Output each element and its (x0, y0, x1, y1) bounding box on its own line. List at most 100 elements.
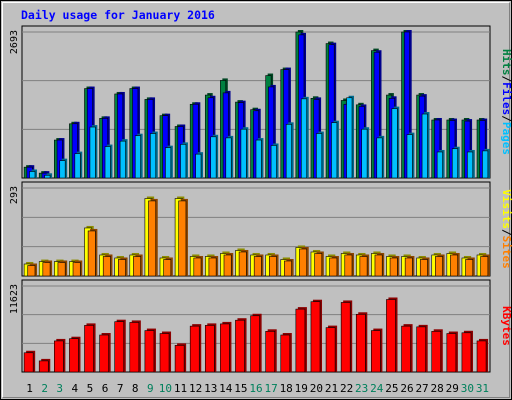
bar-sites-day-11 (178, 198, 188, 277)
legend-entry: / (500, 115, 512, 122)
panel-kbytes-max-label: 11623 (9, 284, 20, 314)
bar-pages-day-28-face (436, 151, 443, 179)
bar-sites-day-15 (238, 249, 249, 277)
bar-sites-day-16-face (253, 256, 262, 277)
bar-kbytes-day-17 (265, 329, 277, 373)
bar-kbytes-day-28 (431, 329, 443, 373)
panel-visits-sites-max-label: 293 (9, 186, 20, 204)
bar-sites-day-21-face (329, 257, 338, 277)
day-label-22: 22 (340, 382, 353, 395)
bar-pages-day-2-face (44, 174, 51, 179)
bar-pages-day-14 (225, 135, 234, 179)
bar-kbytes-day-7-face (114, 321, 125, 373)
bar-sites-day-4-face (72, 262, 81, 277)
day-label-24: 24 (370, 382, 384, 395)
bar-kbytes-day-9 (144, 328, 156, 373)
bar-kbytes-day-31 (476, 338, 489, 373)
day-label-1: 1 (26, 382, 33, 395)
bar-pages-day-28 (436, 149, 445, 179)
day-label-7: 7 (117, 382, 124, 395)
bar-sites-day-7-face (118, 259, 126, 277)
bar-sites-day-20-face (314, 253, 323, 277)
bar-sites-day-26 (404, 255, 415, 277)
bar-kbytes-day-9-face (144, 330, 155, 373)
bar-kbytes-day-25-face (386, 299, 396, 373)
bar-pages-day-12 (195, 152, 204, 179)
bar-pages-day-13-face (210, 136, 217, 179)
bar-kbytes-day-3-face (54, 340, 64, 373)
day-label-10: 10 (159, 382, 172, 395)
bar-kbytes-day-20 (310, 299, 323, 373)
day-label-4: 4 (72, 382, 79, 395)
bar-kbytes-day-26-face (401, 325, 411, 373)
bar-kbytes-day-24-face (371, 330, 381, 373)
bar-kbytes-day-30 (461, 330, 473, 373)
bar-kbytes-day-7 (114, 319, 126, 373)
legend-entry: Pages (500, 122, 512, 155)
bar-sites-day-31 (480, 254, 490, 277)
bar-kbytes-day-23 (355, 312, 368, 373)
bar-sites-day-25-face (389, 257, 398, 277)
bar-sites-day-15-face (238, 251, 247, 277)
bar-sites-day-5 (87, 228, 98, 277)
bar-kbytes-day-4-face (69, 338, 79, 373)
bar-kbytes-day-1-face (23, 352, 34, 373)
bar-pages-day-19 (300, 96, 309, 179)
panel-hits-files-pages-max-label: 2693 (9, 30, 20, 54)
bar-sites-day-24 (374, 252, 385, 277)
bar-pages-day-29-face (451, 148, 458, 179)
bar-pages-day-1-face (29, 171, 36, 179)
bar-pages-day-21 (331, 120, 339, 179)
bar-pages-day-27 (421, 112, 430, 179)
bar-sites-day-13-face (208, 257, 217, 277)
bar-sites-day-28 (435, 254, 445, 277)
bar-kbytes-day-3 (54, 338, 66, 373)
bar-kbytes-day-16-face (250, 315, 260, 373)
bar-sites-day-27-face (419, 259, 428, 277)
bar-kbytes-day-20-face (310, 301, 321, 373)
day-label-29: 29 (446, 382, 459, 395)
day-label-26: 26 (400, 382, 413, 395)
day-label-23: 23 (355, 382, 368, 395)
day-label-21: 21 (325, 382, 338, 395)
day-label-14: 14 (219, 382, 233, 395)
bar-kbytes-day-16 (250, 313, 262, 373)
bar-kbytes-day-26 (401, 324, 413, 373)
panel-visits-sites-legend: Visits/Sites (500, 189, 512, 269)
bar-kbytes-day-19 (295, 307, 307, 373)
bar-kbytes-day-24 (371, 328, 383, 373)
bar-sites-day-20 (314, 251, 324, 277)
bar-sites-day-29-face (450, 254, 458, 277)
legend-entry: / (500, 76, 512, 83)
bar-pages-day-20 (316, 131, 324, 179)
bar-sites-day-23-face (359, 256, 368, 277)
bar-pages-day-9 (150, 131, 158, 179)
bar-kbytes-day-10 (159, 331, 172, 373)
day-label-6: 6 (102, 382, 109, 395)
bar-pages-day-21-face (331, 122, 338, 179)
day-label-30: 30 (461, 382, 474, 395)
bar-kbytes-day-15 (235, 318, 247, 373)
day-label-25: 25 (385, 382, 398, 395)
bar-sites-day-4 (72, 260, 83, 277)
bar-pages-day-1 (29, 169, 37, 179)
bar-sites-day-5-face (87, 230, 96, 277)
bar-pages-day-4 (74, 151, 83, 179)
bar-kbytes-day-21-face (325, 327, 336, 373)
bar-sites-day-29 (450, 252, 460, 277)
day-label-20: 20 (310, 382, 323, 395)
bar-pages-day-12-face (195, 153, 202, 179)
bar-pages-day-25-face (391, 108, 398, 179)
bar-sites-day-13 (208, 255, 219, 277)
bar-kbytes-day-11-face (174, 345, 185, 373)
bar-sites-day-24-face (374, 254, 383, 277)
bar-pages-day-3-face (59, 160, 66, 179)
bar-kbytes-day-6 (99, 333, 111, 373)
bar-pages-day-18 (285, 122, 294, 179)
day-label-13: 13 (204, 382, 217, 395)
bar-pages-day-5-face (89, 126, 96, 179)
bar-pages-day-22 (346, 95, 355, 179)
bar-kbytes-day-14-face (220, 323, 230, 373)
legend-entry: Files (500, 82, 512, 115)
